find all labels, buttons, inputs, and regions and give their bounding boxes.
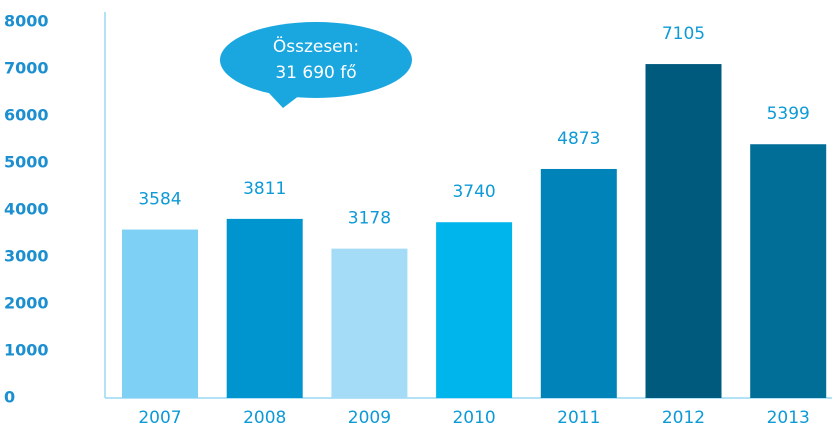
value-label: 3811 [243, 179, 286, 199]
y-tick-label: 8000 [4, 12, 49, 31]
x-tick-label: 2008 [243, 408, 286, 428]
bar [645, 64, 722, 398]
y-tick-label: 5000 [4, 153, 49, 172]
bar [540, 168, 617, 398]
annotation-line: Összesen: [273, 35, 359, 57]
value-label: 3178 [348, 209, 391, 229]
y-tick-label: 1000 [4, 341, 49, 360]
value-label: 4873 [557, 129, 600, 149]
bar [331, 248, 408, 398]
bar [750, 144, 827, 398]
annotation-line: 31 690 fő [275, 63, 356, 83]
x-tick-label: 2012 [662, 408, 705, 428]
x-tick-label: 2007 [138, 408, 181, 428]
y-tick-label: 6000 [4, 106, 49, 125]
value-label: 5399 [767, 104, 810, 124]
annotation-bubble: Összesen: 31 690 fő [220, 22, 412, 108]
y-tick-label: 7000 [4, 59, 49, 78]
bubble [220, 22, 412, 98]
y-tick-label: 3000 [4, 247, 49, 266]
value-label: 7105 [662, 24, 705, 44]
y-tick-label: 2000 [4, 294, 49, 313]
bar [436, 222, 513, 398]
y-tick-label: 4000 [4, 200, 49, 219]
x-tick-label: 2013 [767, 408, 810, 428]
value-label: 3740 [452, 182, 495, 202]
x-tick-label: 2010 [452, 408, 495, 428]
bar [122, 229, 198, 398]
x-tick-label: 2009 [348, 408, 391, 428]
x-tick-label: 2011 [557, 408, 600, 428]
bar [226, 218, 303, 398]
value-label: 3584 [138, 190, 181, 210]
y-tick-label: 0 [4, 388, 15, 407]
